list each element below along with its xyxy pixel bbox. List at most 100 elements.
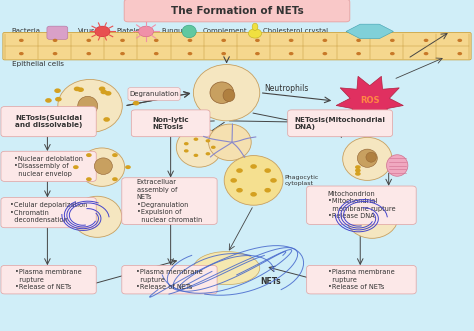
- Text: •Plasma membrane
  rupture
•Release of NETs: •Plasma membrane rupture •Release of NET…: [15, 269, 82, 290]
- Circle shape: [125, 165, 131, 169]
- Circle shape: [270, 178, 277, 183]
- Circle shape: [188, 39, 192, 42]
- FancyBboxPatch shape: [1, 107, 96, 137]
- Ellipse shape: [210, 82, 234, 103]
- Ellipse shape: [193, 65, 260, 121]
- FancyBboxPatch shape: [1, 151, 96, 181]
- Text: Cholesterol crystal: Cholesterol crystal: [263, 28, 328, 34]
- Circle shape: [120, 52, 125, 55]
- Text: ROS: ROS: [360, 96, 380, 106]
- Text: NETosis(Mitochondrial
DNA): NETosis(Mitochondrial DNA): [295, 117, 385, 130]
- Text: The Formation of NETs: The Formation of NETs: [171, 6, 303, 16]
- Ellipse shape: [193, 252, 260, 285]
- Circle shape: [120, 39, 125, 42]
- Text: Phagocytic
cytoplast: Phagocytic cytoplast: [284, 175, 319, 186]
- Circle shape: [236, 168, 243, 173]
- Circle shape: [77, 87, 84, 92]
- Circle shape: [112, 177, 118, 181]
- FancyBboxPatch shape: [128, 88, 180, 100]
- Text: Degranulation: Degranulation: [129, 91, 179, 97]
- Circle shape: [86, 39, 91, 42]
- Circle shape: [355, 168, 361, 172]
- Circle shape: [424, 52, 428, 55]
- Circle shape: [73, 165, 79, 169]
- Circle shape: [54, 88, 61, 93]
- Circle shape: [322, 52, 327, 55]
- Circle shape: [250, 192, 257, 197]
- Circle shape: [100, 90, 107, 94]
- Text: Mitochondrion
•Mitochondrial
  membrane rupture
•Release DNA: Mitochondrion •Mitochondrial membrane ru…: [328, 191, 395, 219]
- Text: •Celular depolarization
•Chromatin
  decondensation: •Celular depolarization •Chromatin decon…: [10, 202, 87, 223]
- Circle shape: [53, 115, 60, 120]
- Circle shape: [193, 138, 198, 141]
- Ellipse shape: [73, 196, 122, 237]
- Ellipse shape: [343, 137, 392, 180]
- Ellipse shape: [223, 89, 235, 102]
- Ellipse shape: [182, 25, 196, 38]
- Ellipse shape: [386, 155, 408, 176]
- Circle shape: [103, 117, 110, 122]
- Circle shape: [19, 52, 24, 55]
- Text: Fungus: Fungus: [161, 28, 186, 34]
- FancyBboxPatch shape: [1, 265, 96, 294]
- Circle shape: [62, 113, 69, 118]
- Circle shape: [206, 139, 210, 142]
- Circle shape: [221, 52, 226, 55]
- Circle shape: [390, 39, 395, 42]
- Circle shape: [355, 172, 361, 176]
- Text: Bacteria: Bacteria: [12, 28, 41, 34]
- Circle shape: [356, 39, 361, 42]
- Polygon shape: [336, 76, 403, 127]
- Ellipse shape: [357, 149, 377, 167]
- Text: Platelet: Platelet: [116, 28, 143, 34]
- Circle shape: [86, 177, 91, 181]
- FancyBboxPatch shape: [124, 0, 350, 22]
- FancyBboxPatch shape: [307, 186, 416, 224]
- Circle shape: [390, 52, 395, 55]
- Circle shape: [55, 97, 62, 102]
- FancyBboxPatch shape: [288, 110, 392, 137]
- Circle shape: [230, 178, 237, 183]
- Text: Complement: Complement: [203, 28, 247, 34]
- Ellipse shape: [209, 124, 251, 161]
- Circle shape: [457, 39, 462, 42]
- Ellipse shape: [94, 158, 112, 174]
- Circle shape: [112, 153, 118, 157]
- Circle shape: [457, 52, 462, 55]
- Text: NETs: NETs: [260, 277, 281, 286]
- Circle shape: [211, 146, 216, 149]
- Circle shape: [19, 39, 24, 42]
- Circle shape: [221, 39, 226, 42]
- Text: •Nuclear deloblation
•Disassembly of
  nuclear envelop: •Nuclear deloblation •Disassembly of nuc…: [14, 156, 83, 177]
- Circle shape: [236, 188, 243, 193]
- Text: NETosis(Suicidal
and dissolvable): NETosis(Suicidal and dissolvable): [15, 115, 82, 128]
- Circle shape: [74, 87, 81, 91]
- FancyBboxPatch shape: [131, 110, 210, 137]
- Circle shape: [289, 39, 293, 42]
- Text: •Plasma membrane
  rupture
•Release of NETs: •Plasma membrane rupture •Release of NET…: [328, 269, 395, 290]
- Circle shape: [128, 96, 135, 101]
- Circle shape: [53, 39, 57, 42]
- FancyBboxPatch shape: [47, 26, 68, 39]
- Circle shape: [45, 98, 52, 103]
- Circle shape: [264, 188, 271, 193]
- Circle shape: [53, 52, 57, 55]
- Circle shape: [289, 52, 293, 55]
- FancyBboxPatch shape: [122, 265, 217, 294]
- Text: Neutrophils: Neutrophils: [264, 84, 309, 93]
- Circle shape: [82, 122, 89, 127]
- Circle shape: [105, 91, 111, 96]
- Circle shape: [250, 164, 257, 169]
- Circle shape: [355, 165, 361, 169]
- Circle shape: [255, 39, 260, 42]
- Ellipse shape: [346, 195, 398, 238]
- Circle shape: [86, 153, 91, 157]
- Text: Epithelial cells: Epithelial cells: [12, 61, 64, 67]
- Circle shape: [424, 39, 428, 42]
- Circle shape: [184, 142, 189, 145]
- Ellipse shape: [58, 79, 122, 132]
- Circle shape: [95, 26, 110, 37]
- Ellipse shape: [366, 152, 376, 162]
- FancyBboxPatch shape: [1, 198, 96, 228]
- FancyBboxPatch shape: [307, 265, 416, 294]
